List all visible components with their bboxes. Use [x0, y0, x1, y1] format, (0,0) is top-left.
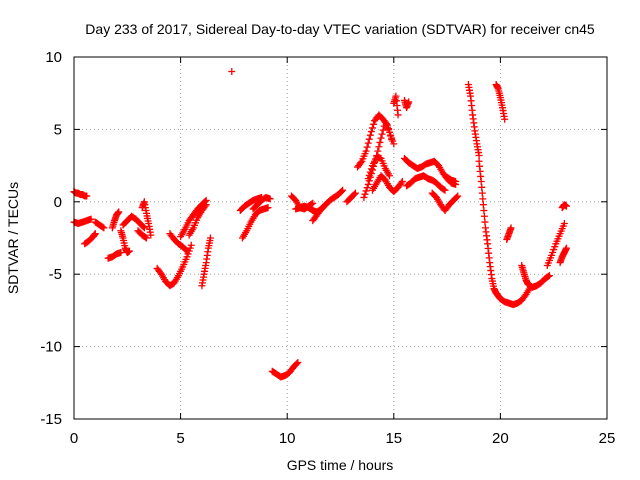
data-point: [368, 124, 376, 132]
data-point: [365, 135, 373, 143]
data-point: [378, 130, 386, 138]
data-point: [183, 247, 191, 255]
data-point: [362, 187, 370, 195]
y-tick-label: -10: [40, 339, 62, 356]
data-point: [440, 185, 448, 193]
axis-ticks: [73, 56, 608, 420]
data-point: [142, 234, 150, 242]
data-point: [367, 128, 375, 136]
data-point: [125, 247, 133, 255]
data-point: [187, 241, 195, 249]
data-point: [366, 131, 374, 139]
data-point: [364, 139, 372, 147]
plot-frame: [73, 56, 608, 420]
data-point: [562, 202, 570, 210]
data-point: [363, 184, 371, 192]
grid: [74, 57, 607, 419]
data-point: [350, 190, 358, 198]
y-tick-label: 10: [45, 49, 62, 66]
y-axis-label: SDTVAR / TECUs: [5, 182, 21, 294]
chart-title: Day 233 of 2017, Sidereal Day-to-day VTE…: [85, 21, 595, 37]
data-point: [394, 111, 402, 119]
data-point: [294, 359, 302, 367]
data-point: [390, 140, 398, 148]
tick-labels: 0 5 10 15 20 25 -15 -10 -5 0 5 10: [40, 49, 615, 447]
data-point: [366, 168, 374, 176]
data-point: [363, 143, 371, 151]
data-point: [377, 134, 385, 142]
data-point: [374, 147, 382, 155]
data-point: [375, 143, 383, 151]
x-tick-label: 20: [492, 430, 509, 447]
data-point: [441, 186, 449, 194]
data-point: [140, 224, 148, 232]
data-point: [100, 224, 108, 232]
x-tick-label: 10: [279, 430, 296, 447]
data-point: [361, 190, 369, 198]
data-point: [83, 192, 91, 200]
data-point: [202, 201, 210, 209]
data-point: [501, 115, 509, 123]
data-point: [562, 244, 570, 252]
data-point: [370, 120, 378, 128]
data-point: [139, 223, 147, 231]
data-point: [376, 138, 384, 146]
x-tick-label: 15: [385, 430, 402, 447]
x-tick-label: 0: [70, 430, 78, 447]
y-tick-label: -15: [40, 411, 62, 428]
data-point: [398, 178, 406, 186]
data-point: [364, 175, 372, 183]
data-point: [99, 223, 107, 231]
data-point: [386, 172, 394, 180]
data-point: [309, 199, 317, 207]
data-point: [201, 202, 209, 210]
x-tick-label: 5: [176, 430, 184, 447]
data-point: [87, 215, 95, 223]
data-point: [206, 234, 214, 242]
data-point: [397, 179, 405, 187]
data-point: [115, 208, 123, 216]
data-point: [454, 192, 462, 200]
data-point: [452, 178, 460, 186]
data-point: [544, 272, 552, 280]
data-point: [339, 186, 347, 194]
data-point: [147, 231, 155, 239]
data-point: [266, 195, 274, 203]
data-point: [367, 165, 375, 173]
data-point: [365, 171, 373, 179]
data-point: [351, 189, 359, 197]
data-point: [293, 360, 301, 368]
data-point: [264, 204, 272, 212]
data-series-sdtvar: [70, 67, 570, 381]
data-point: [91, 230, 99, 238]
data-point: [507, 224, 515, 232]
y-tick-label: 5: [54, 121, 62, 138]
data-point: [228, 67, 236, 75]
data-point: [357, 159, 365, 167]
data-point: [182, 246, 190, 254]
data-point: [405, 98, 413, 106]
data-point: [453, 193, 461, 201]
x-tick-label: 25: [599, 430, 616, 447]
data-point: [545, 272, 553, 280]
data-point: [117, 248, 125, 256]
data-point: [141, 233, 149, 241]
data-point: [560, 220, 568, 228]
data-point: [362, 147, 370, 155]
x-axis-label: GPS time / hours: [287, 457, 394, 473]
data-point: [360, 193, 368, 201]
y-tick-label: 0: [54, 194, 62, 211]
data-point: [338, 187, 346, 195]
y-tick-label: -5: [49, 266, 62, 283]
